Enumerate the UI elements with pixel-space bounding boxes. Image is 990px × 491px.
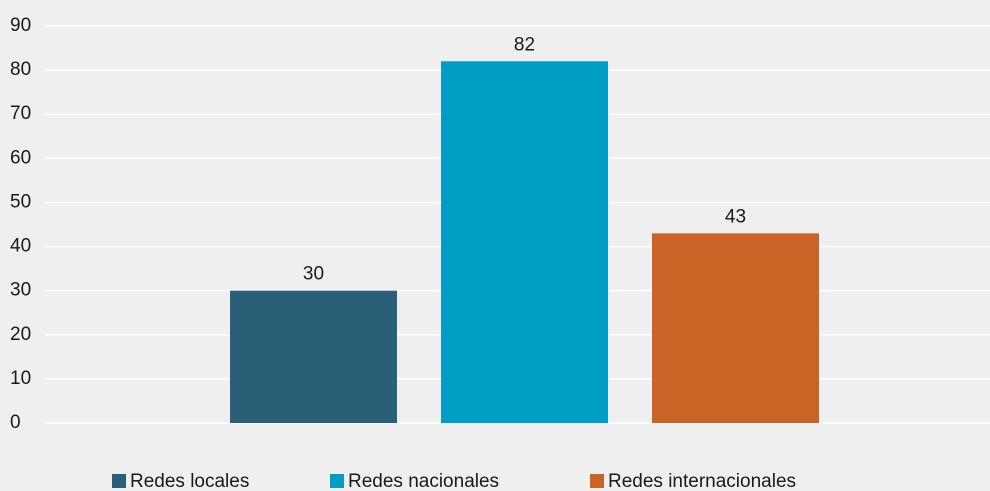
legend-label: Redes nacionales [348,471,499,491]
data-label: 30 [303,264,324,285]
bar [652,233,819,423]
y-tick-label: 60 [10,147,31,168]
bar [441,61,608,424]
y-tick-label: 40 [10,236,31,257]
y-tick-label: 30 [10,280,31,301]
y-tick-label: 80 [10,59,31,80]
y-tick-label: 10 [10,368,31,389]
data-label: 82 [514,34,535,55]
y-tick-label: 50 [10,191,31,212]
legend-label: Redes internacionales [608,471,796,491]
legend-swatch [112,474,126,488]
legend-swatch [330,474,344,488]
y-tick-label: 20 [10,324,31,345]
bar [230,290,397,423]
y-tick-label: 90 [10,15,31,36]
data-label: 43 [725,206,746,227]
y-tick-label: 70 [10,103,31,124]
y-tick-label: 0 [10,412,21,433]
legend-swatch [590,474,604,488]
legend-label: Redes locales [130,471,249,491]
